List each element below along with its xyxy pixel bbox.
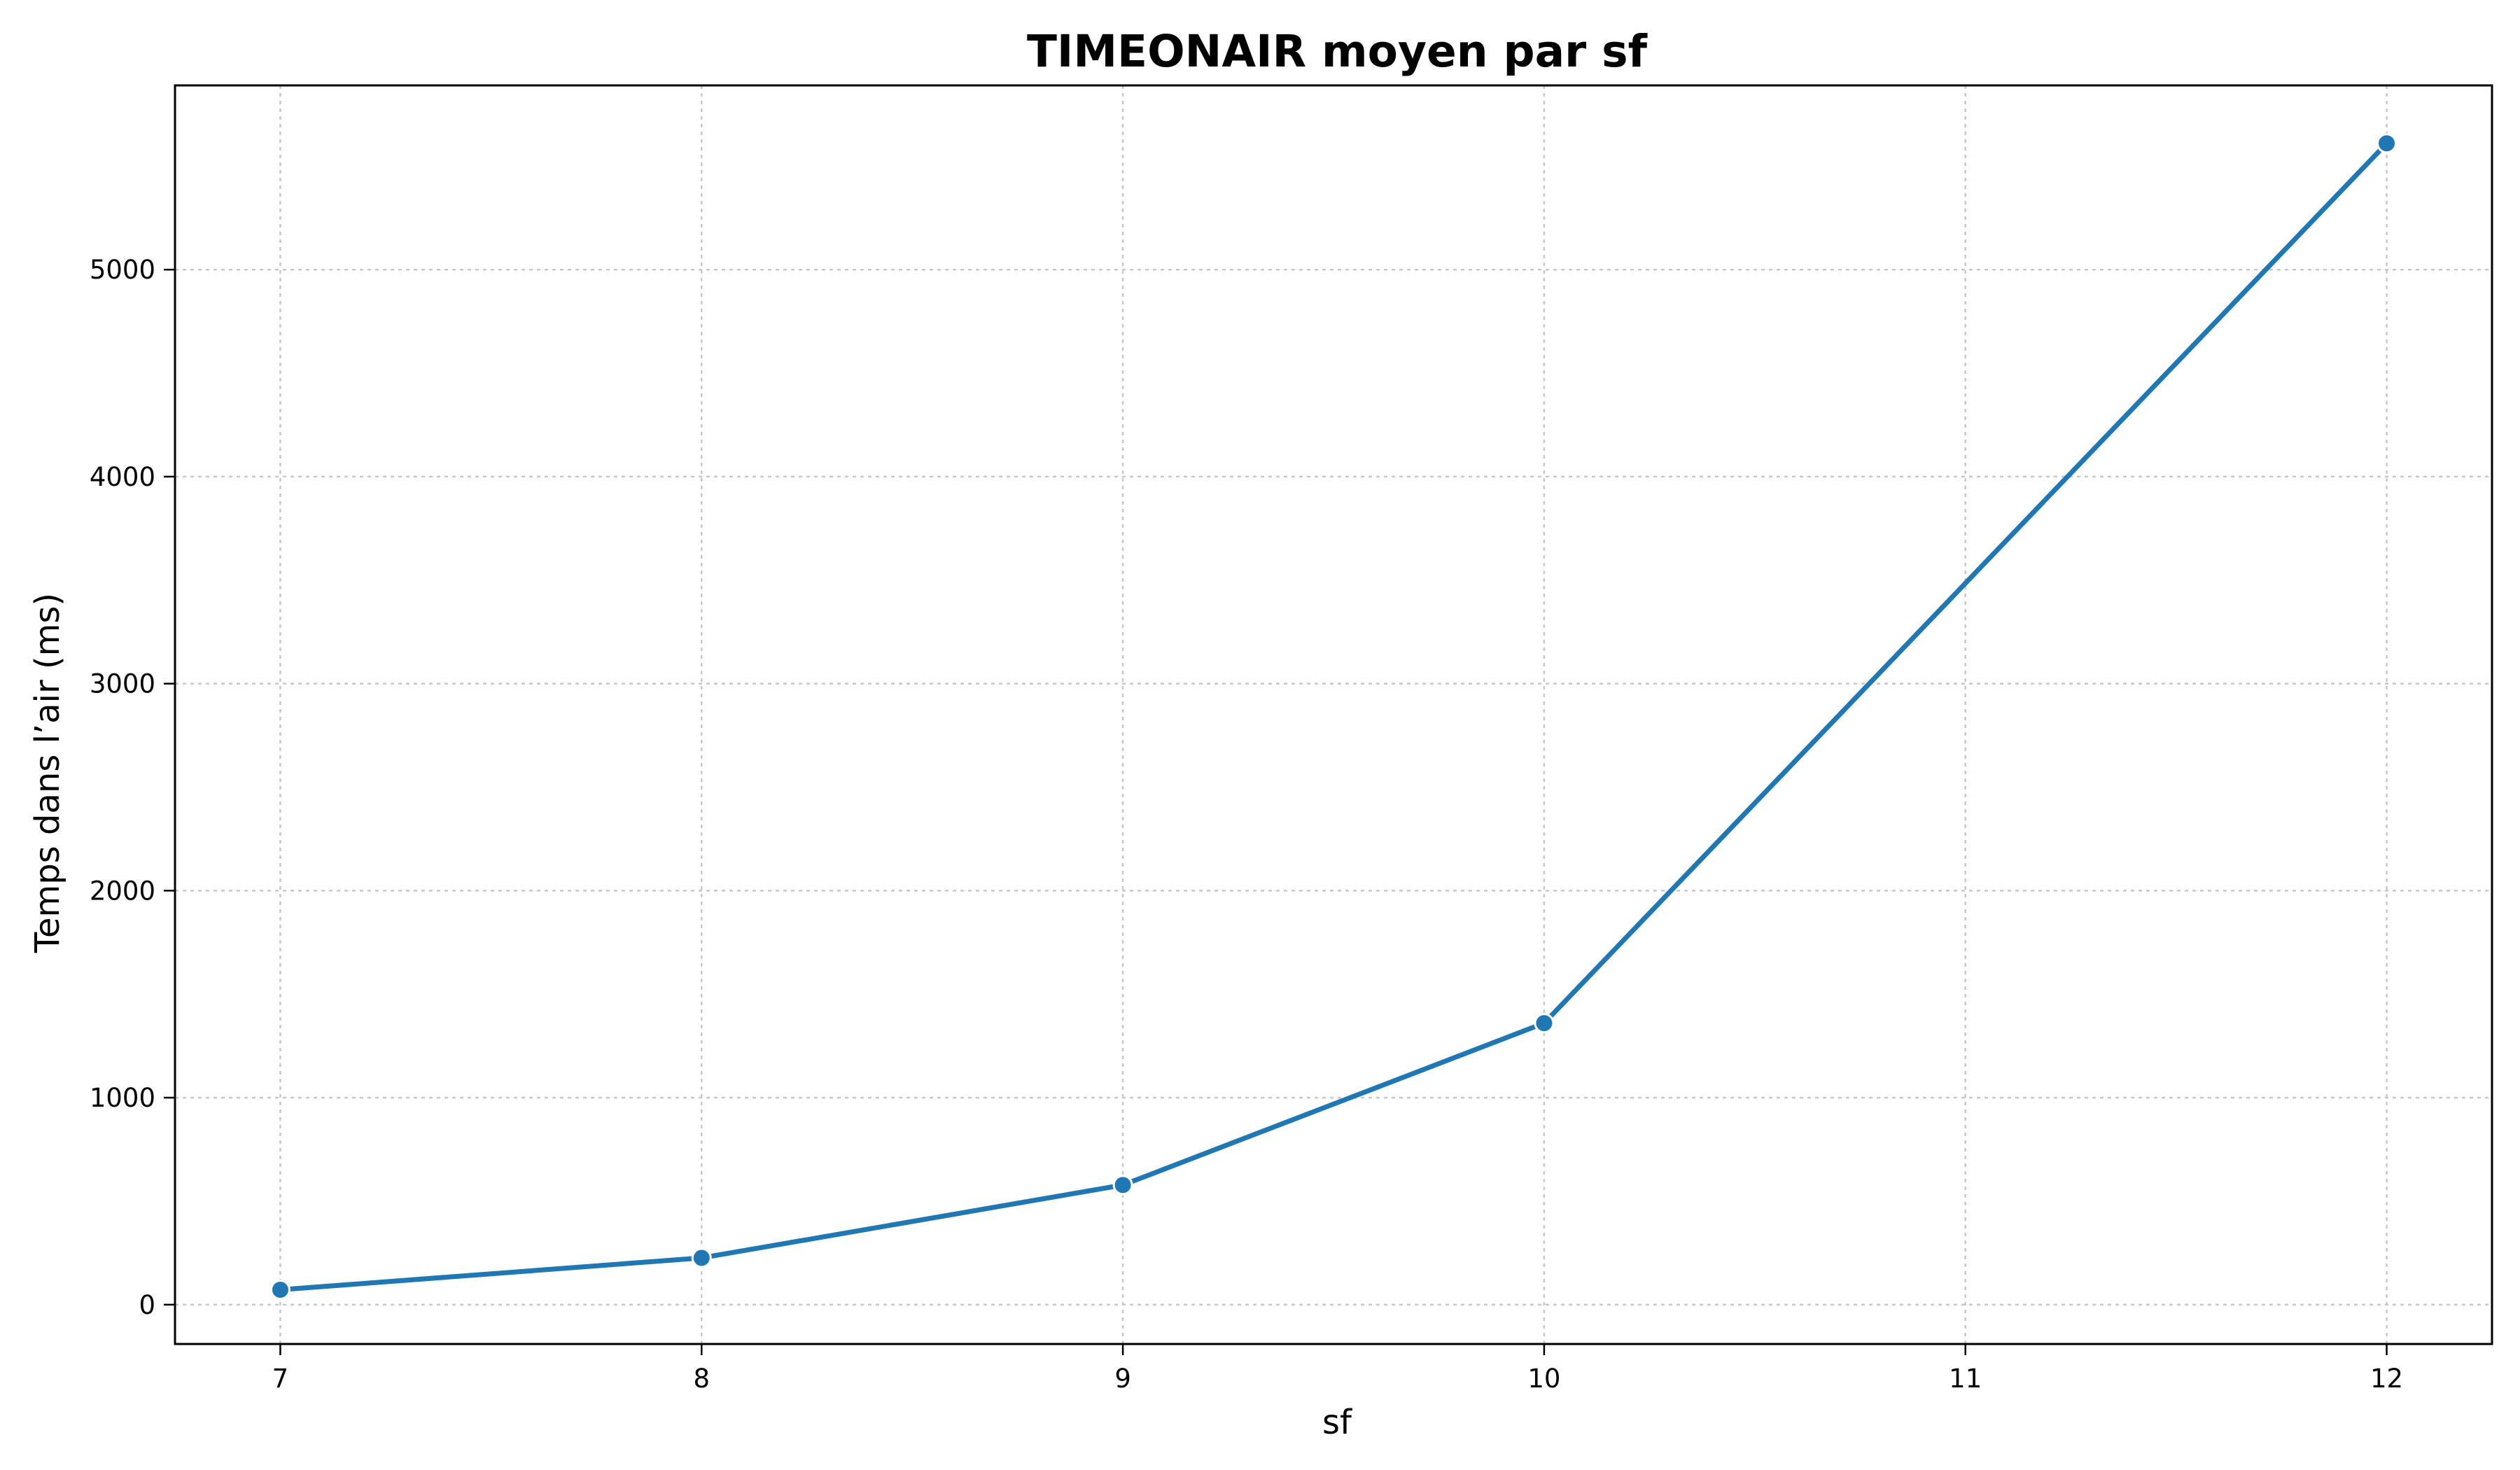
grid (175, 85, 2492, 1344)
y-axis-label: Temps dans l’air (ms) (28, 593, 67, 953)
x-tick-label: 9 (1114, 1364, 1131, 1394)
x-tick-label: 8 (693, 1364, 710, 1394)
y-tick-label: 5000 (90, 255, 155, 285)
series-line (277, 141, 2390, 1293)
x-tick-label: 12 (2370, 1364, 2403, 1394)
x-axis-label: sf (1322, 1403, 1352, 1442)
y-tick-label: 2000 (90, 876, 155, 906)
series-layer (270, 133, 2398, 1301)
data-point (270, 1280, 290, 1301)
y-tick-label: 3000 (90, 669, 155, 699)
y-tick-label: 0 (139, 1290, 155, 1320)
data-point (1534, 1013, 1555, 1034)
y-tick-label: 1000 (90, 1083, 155, 1113)
x-tick-label: 11 (1949, 1364, 1982, 1394)
x-tick-label: 7 (272, 1364, 289, 1394)
data-point (691, 1247, 712, 1268)
chart-title: TIMEONAIR moyen par sf (1027, 26, 1648, 77)
data-point (2376, 133, 2398, 154)
x-tick-label: 10 (1527, 1364, 1560, 1394)
y-axis: 0 1000 2000 3000 4000 5000 (90, 255, 175, 1320)
data-point (1112, 1175, 1133, 1196)
plot-frame (174, 84, 2493, 1345)
x-axis: 7 8 9 10 11 12 (272, 1344, 2403, 1394)
y-tick-label: 4000 (90, 462, 155, 492)
